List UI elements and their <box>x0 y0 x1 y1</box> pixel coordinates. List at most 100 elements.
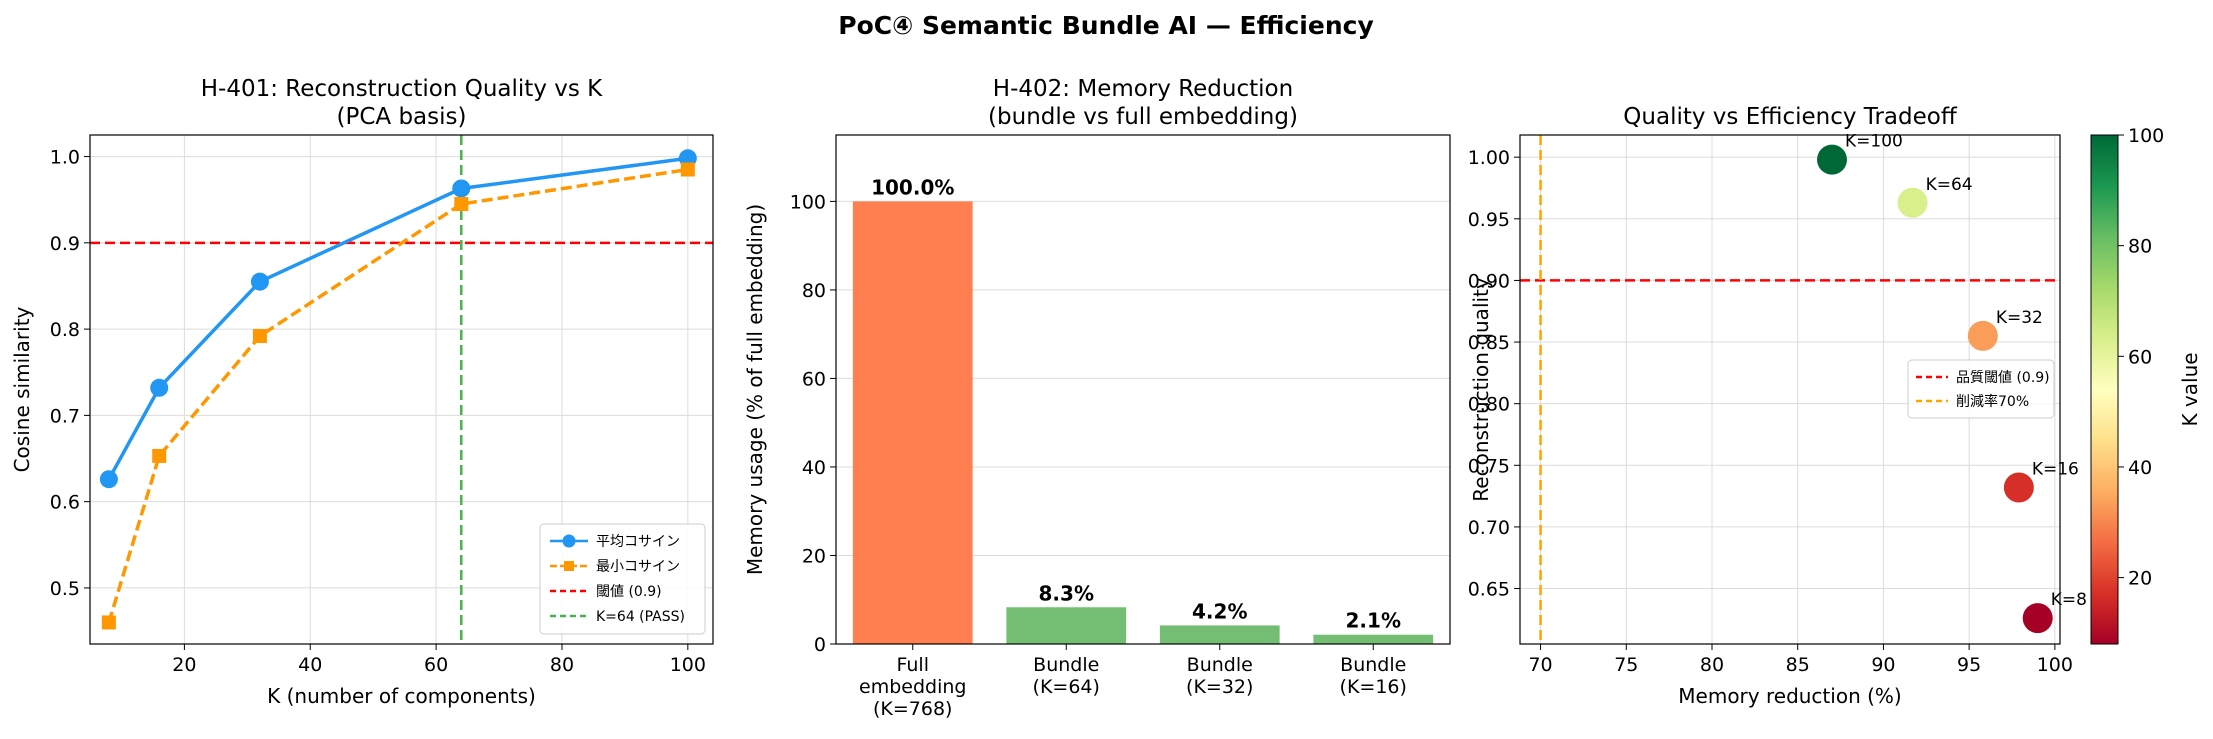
mean-cosine-point <box>150 378 169 397</box>
legend-marker <box>564 561 574 571</box>
colorbar-tick-label: 20 <box>2128 568 2152 590</box>
memory-bar <box>1313 634 1434 644</box>
y-tick-label: 0.75 <box>1468 455 1510 477</box>
mean-cosine-point <box>99 470 118 489</box>
y-axis-label: Cosine similarity <box>10 306 34 472</box>
memory-bar <box>1159 625 1280 644</box>
scatter-point <box>1897 187 1928 218</box>
y-tick-label: 100 <box>790 191 826 213</box>
mean-cosine-point <box>250 272 269 291</box>
x-category-label: Bundle <box>1033 654 1099 676</box>
x-tick-label: 80 <box>1700 654 1724 676</box>
bar-value-label: 4.2% <box>1192 599 1247 623</box>
y-tick-label: 0 <box>814 634 826 656</box>
mean-cosine-line <box>107 156 689 481</box>
figure-suptitle: PoC④ Semantic Bundle AI — Efficiency <box>838 11 1374 40</box>
x-tick-label: 20 <box>172 654 196 676</box>
x-tick-label: 40 <box>298 654 322 676</box>
y-tick-label: 0.5 <box>50 578 80 600</box>
bar-value-label: 2.1% <box>1346 609 1401 633</box>
y-axis-label: Memory usage (% of full embedding) <box>743 204 767 575</box>
legend-entry-label: K=64 (PASS) <box>596 609 685 625</box>
colorbar-tick-label: 40 <box>2128 457 2152 479</box>
point-label: K=100 <box>1845 132 1903 152</box>
y-tick-label: 0.65 <box>1468 579 1510 601</box>
legend-box <box>1907 359 2055 419</box>
scatter-point <box>1817 144 1847 175</box>
y-tick-label: 0.90 <box>1468 270 1510 292</box>
bar-value-label: 100.0% <box>871 175 954 199</box>
scatter-point <box>2022 603 2053 634</box>
y-tick-label: 60 <box>802 368 826 390</box>
min-cosine-point <box>680 162 695 177</box>
legend-box <box>539 523 706 635</box>
point-label: K=16 <box>2032 459 2079 479</box>
y-tick-label: 0.6 <box>50 492 80 514</box>
y-tick-label: 0.7 <box>50 405 80 427</box>
point-label: K=32 <box>1996 308 2043 328</box>
legend-entry-label: 平均コサイン <box>596 534 680 550</box>
point-label: K=64 <box>1926 175 1973 195</box>
colorbar-tick-label: 60 <box>2128 346 2152 368</box>
y-tick-label: 0.9 <box>50 233 80 255</box>
legend-entry-label: 削減率70% <box>1956 393 2029 410</box>
colorbar <box>2090 134 2119 645</box>
legend-marker <box>562 534 576 548</box>
chart-subtitle: (bundle vs full embedding) <box>988 104 1298 130</box>
x-tick-label: 100 <box>2037 654 2073 676</box>
x-axis-label: Memory reduction (%) <box>1678 684 1901 708</box>
x-category-label: (K=32) <box>1186 676 1253 698</box>
y-tick-label: 40 <box>802 457 826 479</box>
x-category-label: embedding <box>859 676 966 698</box>
plot-frame <box>1519 134 2061 645</box>
chart-title: H-402: Memory Reduction <box>993 76 1293 102</box>
chart-title: Quality vs Efficiency Tradeoff <box>1623 104 1958 130</box>
mean-cosine-point <box>452 179 471 198</box>
x-category-label: (K=768) <box>873 698 952 720</box>
colorbar-tick-label: 80 <box>2128 236 2152 258</box>
y-tick-label: 20 <box>802 545 826 567</box>
plot-frame <box>835 134 1451 645</box>
y-tick-label: 0.8 <box>50 319 80 341</box>
legend-entry-label: 品質閾値 (0.9) <box>1956 370 2050 386</box>
y-tick-label: 0.70 <box>1468 517 1510 539</box>
colorbar-tick-label: 100 <box>2128 125 2164 147</box>
x-tick-label: 80 <box>550 654 574 676</box>
point-label: K=8 <box>2051 590 2087 610</box>
x-tick-label: 75 <box>1614 654 1638 676</box>
y-tick-label: 1.0 <box>50 147 80 169</box>
x-tick-label: 100 <box>670 654 706 676</box>
min-cosine-point <box>101 615 116 630</box>
panel-quality-efficiency-tradeoff: 70 75 80 85 90 95 100 0.65 0.70 0.75 0.80 0.85 0.90 0… <box>1468 104 2202 708</box>
x-category-label: Bundle <box>1187 654 1253 676</box>
y-tick-label: 80 <box>802 280 826 302</box>
memory-bar <box>1006 607 1127 644</box>
x-tick-label: 85 <box>1786 654 1810 676</box>
min-cosine-point <box>152 448 167 463</box>
x-tick-label: 95 <box>1957 654 1981 676</box>
chart-title: H-401: Reconstruction Quality vs K <box>201 76 603 102</box>
x-axis-label: K (number of components) <box>267 684 536 708</box>
plot-frame <box>89 134 714 645</box>
legend-entry-label: 閾値 (0.9) <box>596 584 662 600</box>
colorbar-label: K value <box>2178 352 2202 426</box>
panel-reconstruction-quality: 20 40 60 80 100 0.5 0.6 0.7 0.8 0.9 1.0 H-401: Reco… <box>10 76 714 708</box>
x-tick-label: 70 <box>1528 654 1552 676</box>
min-cosine-point <box>454 197 469 212</box>
y-axis-label: Reconstruction quality <box>1469 277 1493 502</box>
y-tick-label: 1.00 <box>1468 147 1510 169</box>
min-cosine-point <box>252 329 267 344</box>
x-category-label: (K=16) <box>1340 676 1407 698</box>
legend-entry-label: 最小コサイン <box>596 559 680 575</box>
y-tick-label: 0.95 <box>1468 209 1510 231</box>
memory-bar <box>852 201 973 645</box>
scatter-point <box>1967 320 1998 351</box>
bar-value-label: 8.3% <box>1039 581 1094 605</box>
scatter-point <box>2003 472 2034 503</box>
x-category-label: (K=64) <box>1033 676 1100 698</box>
x-category-label: Bundle <box>1340 654 1406 676</box>
x-tick-label: 90 <box>1871 654 1895 676</box>
y-tick-label: 0.85 <box>1468 332 1510 354</box>
